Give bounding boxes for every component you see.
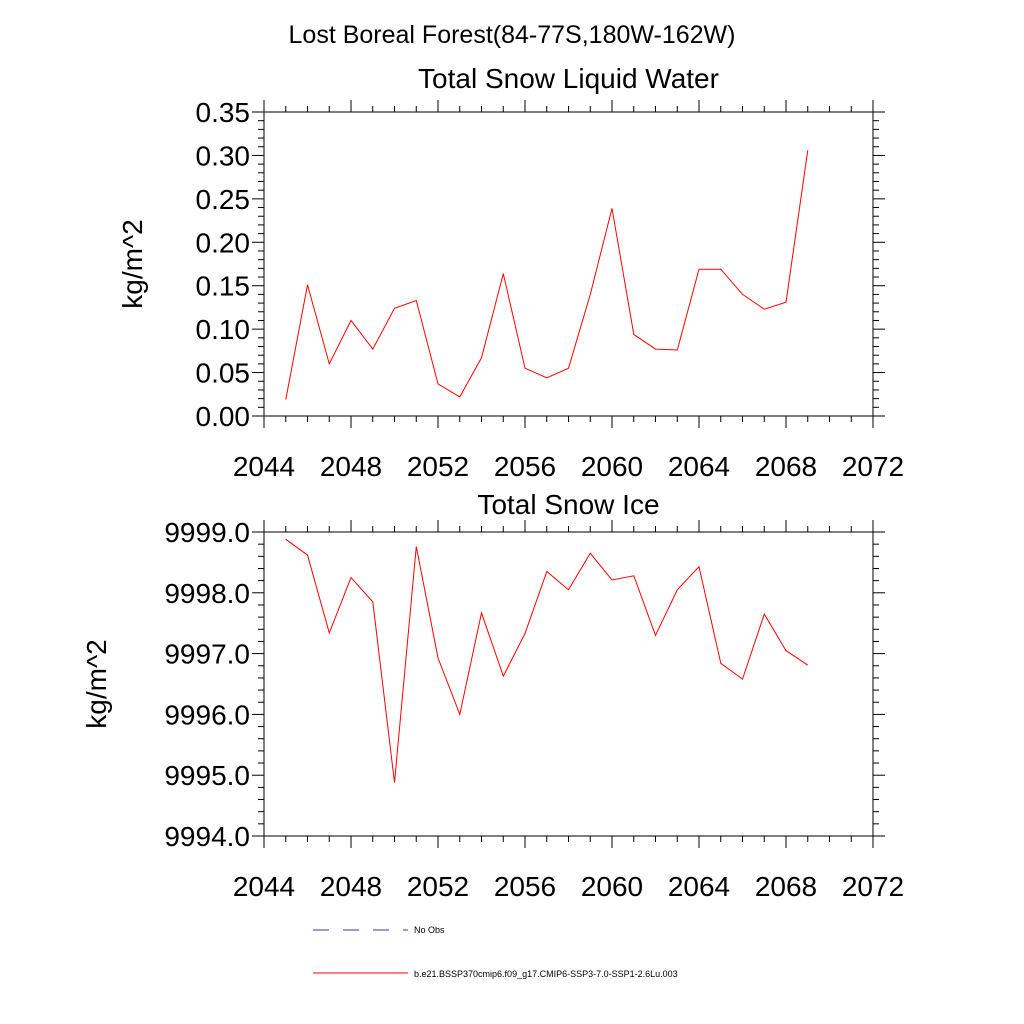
y-tick-label: 0.15 bbox=[196, 271, 251, 302]
x-tick-label: 2056 bbox=[494, 451, 556, 482]
y-tick-label: 0.30 bbox=[196, 140, 251, 171]
plot-frame bbox=[263, 531, 874, 837]
y-tick-label: 9996.0 bbox=[164, 699, 250, 730]
y-tick-label: 0.20 bbox=[196, 227, 251, 258]
y-tick-label: 9997.0 bbox=[164, 639, 250, 670]
x-tick-label: 2072 bbox=[842, 871, 904, 902]
x-tick-label: 2060 bbox=[581, 871, 643, 902]
x-tick-label: 2068 bbox=[755, 451, 817, 482]
y-tick-label: 9999.0 bbox=[164, 517, 250, 548]
y-tick-label: 0.10 bbox=[196, 314, 251, 345]
series-line-0 bbox=[285, 150, 809, 400]
panel-title: Total Snow Liquid Water bbox=[418, 63, 719, 94]
panel-title: Total Snow Ice bbox=[477, 489, 659, 520]
legend-label-no-obs: No Obs bbox=[414, 925, 445, 935]
legend-label-model: b.e21.BSSP370cmip6.f09_g17.CMIP6-SSP3-7.… bbox=[414, 969, 678, 979]
y-tick-label: 0.05 bbox=[196, 358, 251, 389]
x-tick-label: 2048 bbox=[320, 871, 382, 902]
y-tick-label: 9998.0 bbox=[164, 578, 250, 609]
y-tick-label: 9994.0 bbox=[164, 821, 250, 852]
x-tick-label: 2044 bbox=[233, 451, 295, 482]
x-tick-label: 2064 bbox=[668, 451, 730, 482]
plot-frame bbox=[263, 111, 874, 417]
x-tick-label: 2064 bbox=[668, 871, 730, 902]
legend: No Obs b.e21.BSSP370cmip6.f09_g17.CMIP6-… bbox=[313, 925, 678, 979]
x-tick-label: 2060 bbox=[581, 451, 643, 482]
x-tick-label: 2072 bbox=[842, 451, 904, 482]
panel-snow-ice: Total Snow Ice kg/m^2 2044 2048 2052 2056 2060… bbox=[81, 489, 904, 902]
x-tick-label: 2048 bbox=[320, 451, 382, 482]
x-tick-label: 2044 bbox=[233, 871, 295, 902]
x-tick-label: 2068 bbox=[755, 871, 817, 902]
y-tick-label: 0.00 bbox=[196, 401, 251, 432]
y-axis-label: kg/m^2 bbox=[81, 639, 112, 728]
y-tick-label: 0.35 bbox=[196, 97, 251, 128]
figure-suptitle: Lost Boreal Forest(84-77S,180W-162W) bbox=[289, 21, 736, 49]
series-line-0 bbox=[285, 538, 809, 783]
x-tick-label: 2056 bbox=[494, 871, 556, 902]
panel-snow-liquid-water: Total Snow Liquid Water kg/m^2 2044 2048 205… bbox=[117, 63, 904, 482]
y-axis-label: kg/m^2 bbox=[117, 219, 148, 308]
x-tick-label: 2052 bbox=[407, 871, 469, 902]
y-tick-label: 0.25 bbox=[196, 184, 251, 215]
y-tick-label: 9995.0 bbox=[164, 760, 250, 791]
x-tick-label: 2052 bbox=[407, 451, 469, 482]
